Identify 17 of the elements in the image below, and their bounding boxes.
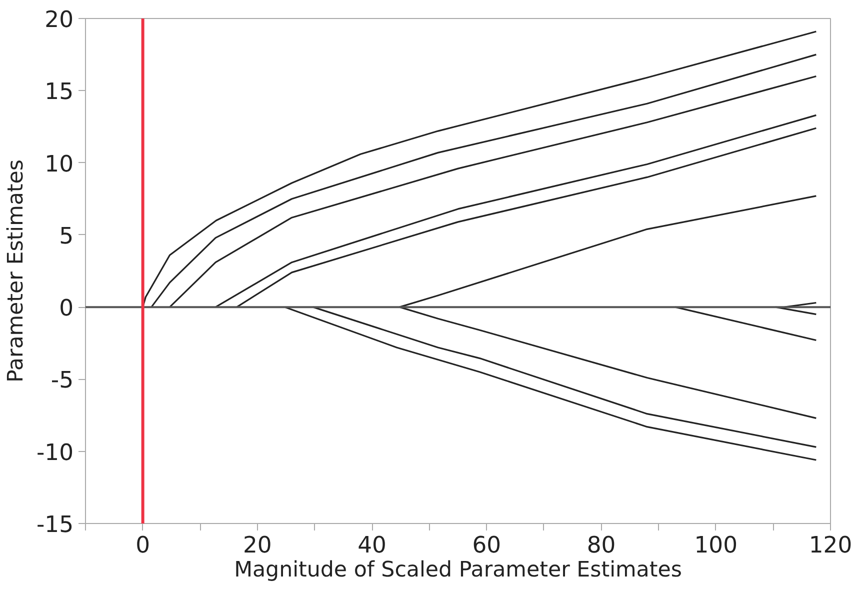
x-tick-label: 100 [694, 532, 738, 558]
y-tick-label: -10 [36, 440, 74, 466]
x-tick-label: 20 [243, 532, 272, 558]
x-tick-label: 120 [808, 532, 852, 558]
y-tick-label: -5 [50, 368, 74, 394]
y-tick-label: -15 [36, 512, 74, 538]
y-tick-label: 0 [59, 296, 74, 322]
y-tick-label: 5 [59, 223, 74, 250]
y-axis-title: Parameter Estimates [3, 159, 28, 383]
x-tick-label: 80 [586, 532, 616, 558]
y-tick-label: 20 [44, 7, 74, 33]
x-tick-label: 40 [358, 532, 386, 558]
x-tick-label: 0 [136, 532, 150, 558]
y-tick-label: 15 [44, 79, 74, 106]
x-tick-label: 60 [472, 532, 502, 558]
y-tick-label: 10 [44, 151, 74, 178]
x-axis-title: Magnitude of Scaled Parameter Estimates [234, 558, 682, 582]
